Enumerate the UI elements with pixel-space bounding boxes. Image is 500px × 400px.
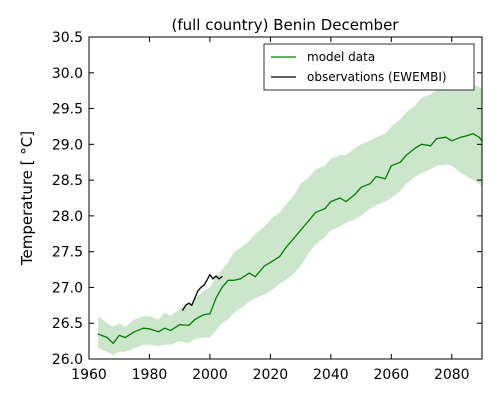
- model-data-point: [142, 327, 144, 329]
- model-data-point: [112, 342, 114, 344]
- model-data-point: [118, 334, 120, 336]
- observations-point: [182, 309, 184, 311]
- model-data-point: [414, 147, 417, 149]
- observations-point: [212, 278, 214, 280]
- legend: model data observations (EWEMBI): [263, 43, 475, 91]
- model-data-point: [170, 329, 172, 331]
- model-data-point: [215, 297, 217, 299]
- model-data-point: [430, 145, 432, 147]
- observations-point: [215, 275, 217, 277]
- model-data-point: [390, 165, 392, 167]
- model-data-point: [460, 136, 462, 138]
- model-data-point: [254, 276, 256, 278]
- observations-point: [197, 290, 199, 292]
- x-tick-label: 2020: [253, 367, 289, 383]
- model-data-point: [157, 331, 160, 333]
- chart-title: (full country) Benin December: [172, 16, 400, 34]
- observations-point: [188, 302, 190, 304]
- model-data-point: [284, 247, 287, 249]
- model-data-point: [345, 201, 347, 203]
- y-tick-label: 28.0: [52, 209, 83, 225]
- model-data-point: [233, 279, 235, 281]
- x-tick-label: 2080: [434, 367, 470, 383]
- model-data-point: [194, 319, 196, 321]
- y-tick-label: 29.5: [52, 102, 83, 118]
- x-tick-label: 1960: [71, 367, 107, 383]
- model-data-point: [466, 135, 468, 137]
- model-data-point: [106, 336, 108, 339]
- model-data-point: [188, 324, 190, 326]
- observations-point: [185, 304, 187, 306]
- plot-frame: [88, 36, 483, 360]
- model-data-point: [339, 197, 341, 199]
- y-tick-label: 30.5: [52, 30, 83, 46]
- y-tick-label: 29.0: [52, 137, 83, 153]
- model-data-point: [203, 314, 205, 316]
- model-data-point: [445, 136, 447, 138]
- model-data-point: [399, 161, 401, 163]
- model-data-point: [375, 175, 377, 178]
- x-tick-label: 1980: [132, 367, 168, 383]
- x-tick-label: 2060: [373, 367, 409, 383]
- model-data-point: [451, 140, 453, 142]
- model-data-point: [179, 324, 181, 326]
- observations-point: [191, 304, 193, 306]
- model-data-line: [97, 132, 483, 344]
- model-data-point: [369, 183, 371, 185]
- model-data-point: [315, 211, 317, 213]
- model-data-point: [263, 265, 265, 267]
- model-data-point: [354, 193, 356, 195]
- observations-point: [203, 284, 205, 286]
- y-tick-label: 30.0: [52, 66, 83, 82]
- model-data-point: [472, 133, 474, 135]
- x-tick-label: 2040: [313, 367, 349, 383]
- model-data-point: [384, 178, 386, 180]
- y-tick-label: 28.5: [52, 173, 83, 189]
- observations-point: [218, 278, 220, 280]
- model-data-point: [209, 313, 211, 315]
- model-data-point: [227, 279, 229, 281]
- model-data-point: [164, 327, 166, 329]
- model-data-point: [239, 278, 241, 280]
- model-data-point: [124, 336, 126, 339]
- model-data-point: [133, 331, 135, 333]
- model-data-point: [420, 143, 423, 145]
- plot-area: [97, 83, 483, 356]
- observations-point: [209, 274, 211, 276]
- model-data-point: [324, 208, 326, 210]
- observations-line: [182, 273, 223, 311]
- model-data-point: [269, 261, 271, 263]
- model-data-point: [300, 229, 302, 231]
- model-data-point: [278, 256, 281, 258]
- y-axis-label: Temperature [ °C]: [18, 131, 36, 266]
- model-data-point: [248, 272, 250, 274]
- x-tick-label: 2000: [192, 367, 228, 383]
- model-data-point: [478, 136, 480, 138]
- model-data-range-band: [98, 83, 482, 356]
- model-data-point: [436, 138, 438, 140]
- model-data-point: [294, 236, 296, 238]
- model-data-point: [309, 218, 311, 221]
- y-tick-label: 26.0: [52, 352, 83, 368]
- model-data-point: [148, 328, 151, 330]
- observations-point: [206, 279, 208, 281]
- legend-label-observations: observations (EWEMBI): [307, 70, 447, 84]
- legend-label-model-data: model data: [307, 50, 375, 64]
- model-data-point: [97, 333, 99, 335]
- model-data-point: [330, 201, 332, 203]
- model-data-point: [360, 186, 362, 188]
- observations-point: [200, 286, 202, 288]
- y-tick-label: 27.0: [52, 280, 83, 296]
- y-tick-label: 27.5: [52, 245, 83, 261]
- model-data-point: [221, 286, 223, 288]
- model-data-point: [405, 154, 407, 156]
- y-tick-label: 26.5: [52, 316, 83, 332]
- observations-point: [221, 276, 223, 278]
- observations-point: [194, 297, 196, 299]
- legend-box: [263, 43, 475, 91]
